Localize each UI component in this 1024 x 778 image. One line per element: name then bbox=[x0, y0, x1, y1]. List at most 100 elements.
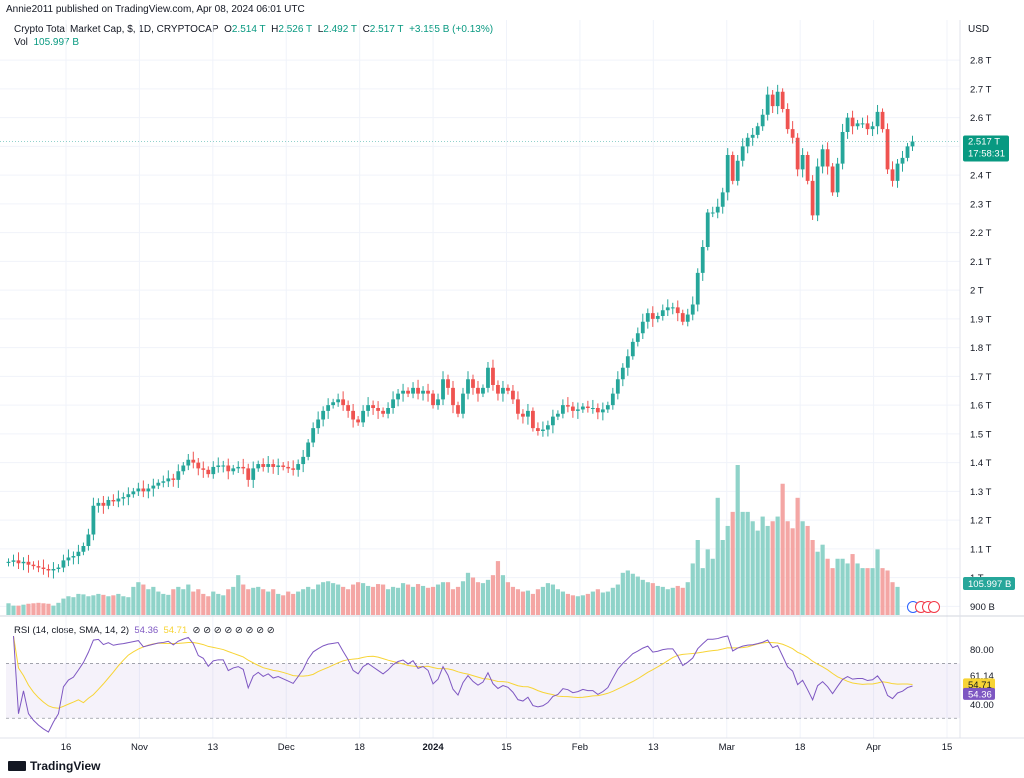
volume-bar bbox=[575, 596, 580, 615]
indicator-settings-icons[interactable]: ⊘ ⊘ ⊘ ⊘ ⊘ ⊘ ⊘ ⊘ bbox=[189, 625, 275, 636]
candle bbox=[386, 402, 390, 419]
volume-bar bbox=[380, 584, 386, 615]
volume-bar bbox=[895, 586, 900, 615]
candle bbox=[775, 84, 780, 115]
volume-bar bbox=[126, 597, 131, 615]
candle bbox=[201, 461, 206, 478]
volume-bar bbox=[346, 589, 351, 615]
candle bbox=[785, 103, 790, 134]
volume-bar bbox=[216, 593, 221, 615]
volume-bar bbox=[445, 582, 451, 615]
volume-bar bbox=[745, 511, 750, 615]
candle bbox=[221, 460, 226, 473]
rsi-label: RSI (14, close, SMA, 14, 2) bbox=[14, 625, 130, 636]
y-tick-label: 2.1 T bbox=[970, 257, 992, 268]
candle bbox=[860, 117, 865, 128]
volume-bar bbox=[121, 596, 126, 615]
volume-bar bbox=[341, 586, 346, 615]
volume-bar bbox=[855, 563, 860, 615]
volume-bar bbox=[780, 483, 785, 615]
candle bbox=[26, 554, 31, 573]
candle bbox=[715, 198, 720, 219]
candle bbox=[905, 142, 910, 162]
candle bbox=[301, 449, 306, 473]
volume-bar bbox=[765, 525, 770, 615]
event-markers[interactable] bbox=[907, 601, 940, 613]
rsi-value: 54.36 bbox=[134, 625, 159, 636]
candle bbox=[91, 497, 96, 541]
volume-bar bbox=[815, 551, 820, 615]
candle bbox=[665, 299, 670, 316]
volume-bar bbox=[525, 590, 531, 615]
volume-bar bbox=[101, 594, 106, 615]
volume-bar bbox=[645, 582, 650, 615]
low-label: L bbox=[317, 24, 324, 35]
candle bbox=[815, 158, 820, 222]
candle bbox=[630, 338, 635, 360]
candle bbox=[536, 422, 540, 436]
candle bbox=[620, 363, 625, 387]
candle bbox=[835, 157, 840, 197]
candle bbox=[366, 397, 370, 417]
volume-bar bbox=[475, 582, 481, 615]
candle bbox=[501, 380, 505, 402]
candle bbox=[870, 121, 875, 137]
candle bbox=[615, 371, 620, 400]
volume-bar bbox=[425, 587, 431, 615]
y-tick-label: 900 B bbox=[970, 602, 995, 613]
candle bbox=[461, 387, 465, 419]
y-tick-label: 1.6 T bbox=[970, 401, 992, 412]
volume-bar bbox=[61, 598, 66, 615]
volume-bar bbox=[51, 605, 56, 615]
volume-bar bbox=[605, 591, 610, 615]
candle bbox=[321, 406, 326, 427]
candle bbox=[171, 473, 176, 487]
volume-bar bbox=[256, 586, 261, 615]
volume-bar bbox=[271, 589, 276, 615]
candle bbox=[745, 133, 750, 154]
y-tick-label: 1.8 T bbox=[970, 343, 992, 354]
candle bbox=[396, 389, 400, 407]
candle bbox=[695, 268, 700, 312]
candle bbox=[331, 398, 336, 409]
volume-bar bbox=[91, 595, 96, 615]
candle bbox=[101, 495, 106, 514]
volume-bar bbox=[635, 576, 640, 615]
volume-bar bbox=[720, 540, 725, 615]
currency-selector[interactable]: USD bbox=[968, 24, 990, 35]
candle bbox=[600, 402, 605, 421]
volume-bar bbox=[680, 587, 685, 615]
candle bbox=[765, 86, 770, 121]
volume-bar bbox=[785, 521, 790, 615]
x-tick-label: 2024 bbox=[423, 742, 445, 753]
candle bbox=[56, 564, 61, 573]
candle bbox=[690, 296, 695, 321]
volume-bar bbox=[41, 603, 46, 615]
candle bbox=[890, 161, 895, 187]
candle bbox=[516, 391, 520, 420]
candle bbox=[740, 138, 745, 167]
volume-bar bbox=[166, 594, 171, 615]
open-label: O bbox=[224, 24, 232, 35]
candle bbox=[131, 487, 136, 498]
candle bbox=[820, 144, 825, 174]
candle bbox=[236, 461, 241, 473]
candle bbox=[725, 148, 730, 201]
candle bbox=[231, 464, 236, 475]
tradingview-logo[interactable]: TradingView bbox=[8, 759, 100, 773]
candle bbox=[511, 385, 515, 404]
x-tick-label: 16 bbox=[61, 742, 72, 753]
candle bbox=[910, 135, 915, 151]
rsi-level-label: 40.00 bbox=[970, 700, 994, 711]
volume-bar bbox=[710, 558, 715, 615]
candle bbox=[76, 544, 81, 565]
volume-bar bbox=[241, 584, 246, 615]
volume-bar bbox=[351, 584, 356, 615]
x-tick-label: Mar bbox=[719, 742, 735, 753]
y-tick-label: 2.3 T bbox=[970, 199, 992, 210]
volume-bar bbox=[790, 528, 795, 615]
candle bbox=[555, 410, 560, 421]
volume-bar bbox=[570, 595, 575, 615]
